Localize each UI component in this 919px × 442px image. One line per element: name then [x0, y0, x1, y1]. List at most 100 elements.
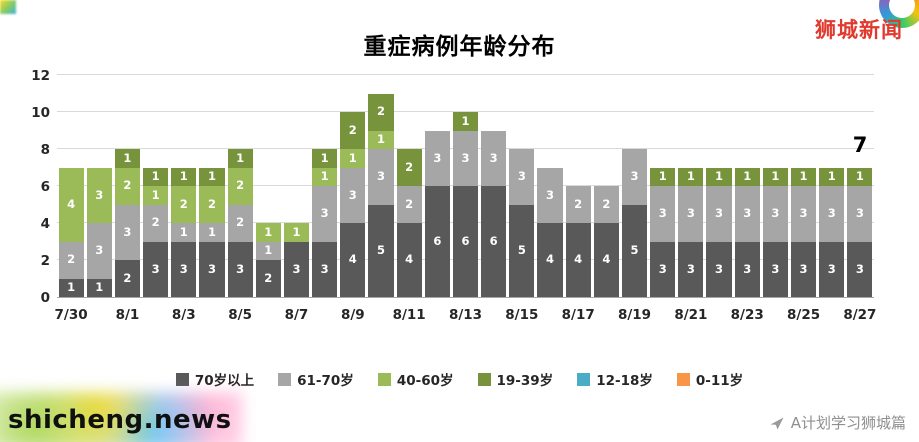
last-bar-total-label: 7 — [852, 133, 868, 157]
bar-segment: 4 — [565, 223, 591, 297]
x-tick-label: 8/5 — [228, 307, 252, 323]
bar-segment: 6 — [452, 186, 479, 297]
bar-segment-value: 3 — [855, 261, 864, 276]
bar-segment: 3 — [734, 241, 760, 297]
bar-segment-value: 1 — [376, 132, 385, 146]
bar-segment-value: 1 — [292, 224, 301, 239]
bar-segment-value: 5 — [517, 243, 526, 257]
bar-segment-value: 3 — [827, 261, 836, 276]
bar-segment-value: 3 — [376, 169, 385, 183]
legend-label: 70岁以上 — [194, 373, 255, 389]
bar-segment: 1 — [255, 223, 281, 242]
bar-segment-value: 1 — [236, 150, 245, 165]
bar-segment-value: 2 — [264, 270, 273, 285]
bar-segment: 2 — [114, 260, 141, 297]
bar-segment-value: 2 — [207, 196, 216, 211]
bar-segment-value: 1 — [461, 113, 470, 128]
bar-segment-value: 3 — [348, 187, 357, 202]
x-tick-label: 8/1 — [115, 307, 140, 323]
bar-segment-value: 1 — [179, 224, 188, 239]
bar-segment: 3 — [790, 186, 817, 242]
bar-segment: 5 — [621, 204, 648, 297]
bar-segment-value: 2 — [151, 215, 160, 230]
bar-segment-value: 4 — [348, 252, 357, 267]
bar-segment: 1 — [650, 167, 676, 186]
bar-segment: 3 — [86, 167, 112, 223]
bar-segment: 1 — [452, 112, 479, 131]
bar-segment-value: 3 — [715, 261, 724, 276]
bar-segment-value: 1 — [743, 169, 752, 183]
x-tick-label: 8/13 — [448, 307, 483, 323]
bar-segment: 1 — [227, 149, 253, 168]
gridline — [57, 111, 874, 112]
bar-segment: 1 — [368, 130, 394, 149]
bar-segment-value: 1 — [207, 224, 216, 239]
bar-segment-value: 1 — [658, 169, 667, 183]
legend-item: 61-70岁 — [278, 369, 354, 389]
bar-segment-value: 3 — [461, 150, 470, 165]
y-tick-label: 8 — [40, 142, 50, 158]
bar-segment: 3 — [706, 186, 732, 242]
bar-segment-value: 1 — [123, 150, 132, 165]
bar-segment-value: 3 — [292, 261, 301, 276]
bar-segment-value: 4 — [405, 252, 414, 267]
bar-segment: 3 — [368, 149, 394, 205]
bar-segment: 2 — [593, 186, 619, 223]
bar-segment-value: 5 — [376, 243, 385, 257]
bar-segment-value: 1 — [320, 169, 329, 183]
bar-segment-value: 4 — [602, 252, 611, 267]
watermark-bottom-right: A计划学习狮城篇 — [769, 412, 906, 433]
bar-segment: 3 — [227, 241, 253, 297]
bar-segment: 1 — [86, 278, 112, 297]
bar-segment: 1 — [734, 167, 760, 186]
bar-segment: 4 — [340, 223, 366, 297]
watermark-bottom-left: shicheng.news — [8, 405, 232, 435]
bar-segment-value: 3 — [207, 261, 216, 276]
bar-segment: 3 — [199, 241, 225, 297]
x-tick-label: 8/23 — [730, 307, 764, 323]
bar-segment: 2 — [368, 93, 394, 131]
bar-segment-value: 2 — [574, 196, 583, 211]
bar-segment: 3 — [509, 149, 535, 205]
bar-segment-value: 1 — [207, 169, 216, 183]
bar-segment-value: 3 — [123, 224, 132, 239]
bar-segment: 6 — [424, 186, 450, 297]
x-tick-label: 8/11 — [392, 307, 426, 323]
bar-segment: 3 — [847, 186, 873, 242]
bar-segment: 4 — [593, 223, 619, 297]
bar-segment: 1 — [143, 167, 169, 186]
bar-segment: 3 — [86, 223, 112, 279]
bar-segment: 2 — [396, 149, 422, 186]
y-tick-label: 10 — [31, 105, 50, 121]
bar-segment-value: 1 — [686, 169, 695, 183]
bar-segment: 1 — [283, 223, 310, 242]
bar-segment: 3 — [819, 186, 845, 242]
bar-segment: 3 — [678, 186, 704, 242]
bar-segment: 4 — [537, 223, 563, 297]
bar-segment: 1 — [171, 223, 197, 242]
bar-segment-value: 3 — [489, 150, 498, 165]
bar-segment-value: 1 — [264, 243, 273, 257]
x-tick-label: 7/30 — [54, 307, 88, 323]
x-tick-label: 8/15 — [505, 307, 539, 323]
bar-segment: 1 — [199, 223, 225, 242]
bar-segment-value: 1 — [348, 150, 357, 165]
bar-segment: 2 — [255, 260, 281, 297]
bar-segment: 5 — [509, 204, 535, 297]
bar-segment-value: 3 — [546, 187, 555, 202]
bar-segment-value: 3 — [179, 261, 188, 276]
bar-segment-value: 3 — [151, 261, 160, 276]
bar-segment-value: 3 — [433, 150, 442, 165]
legend-swatch — [175, 372, 189, 386]
legend-swatch — [676, 372, 690, 386]
bar-segment: 3 — [312, 186, 338, 242]
x-tick-label: 8/21 — [674, 307, 708, 323]
legend-label: 61-70岁 — [297, 373, 354, 389]
bar-segment-value: 3 — [320, 261, 329, 276]
bar-segment: 1 — [340, 149, 366, 168]
bar-segment-value: 2 — [376, 104, 385, 119]
bar-segment: 2 — [565, 186, 591, 223]
bar-segment-value: 3 — [743, 261, 752, 276]
bar-segment-value: 1 — [264, 224, 273, 239]
bar-segment-value: 3 — [799, 206, 808, 220]
